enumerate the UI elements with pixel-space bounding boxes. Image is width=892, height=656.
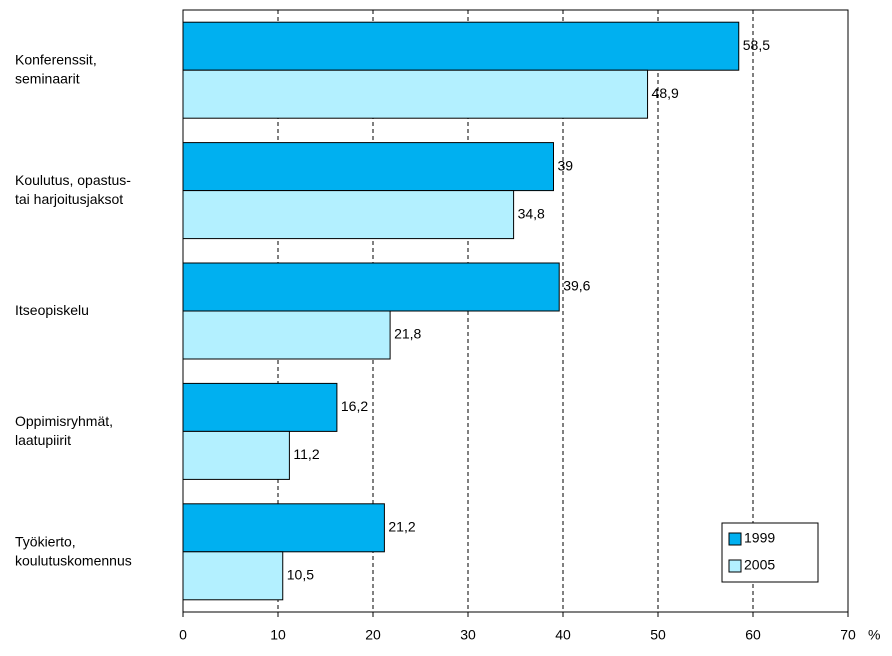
value-label: 21,2 bbox=[388, 519, 415, 535]
x-tick-label: 30 bbox=[460, 627, 476, 643]
legend-swatch bbox=[728, 559, 742, 573]
bar bbox=[182, 262, 560, 312]
label-line: Koulutus, opastus- bbox=[15, 172, 131, 188]
label-line: tai harjoitusjaksot bbox=[15, 191, 123, 207]
x-tick-label: 60 bbox=[745, 627, 761, 643]
y-tick-label: Koulutus, opastus-tai harjoitusjaksot bbox=[15, 172, 131, 207]
bar bbox=[182, 190, 515, 240]
label-line: koulutuskomennus bbox=[15, 552, 132, 568]
y-tick-label: Itseopiskelu bbox=[15, 302, 89, 318]
label-line: Konferenssit, bbox=[15, 51, 97, 67]
bar bbox=[182, 142, 554, 192]
value-label: 39,6 bbox=[563, 278, 590, 294]
bar bbox=[182, 430, 290, 480]
label-line: Oppimisryhmät, bbox=[15, 413, 113, 429]
label-line: seminaarit bbox=[15, 70, 80, 86]
legend-label: 2005 bbox=[744, 557, 775, 573]
label-line: laatupiirit bbox=[15, 432, 71, 448]
value-label: 39 bbox=[558, 157, 574, 173]
bar bbox=[182, 69, 649, 119]
value-label: 11,2 bbox=[293, 446, 319, 462]
legend-swatch bbox=[728, 532, 742, 546]
value-label: 16,2 bbox=[341, 398, 368, 414]
x-tick-label: 40 bbox=[555, 627, 571, 643]
x-tick-label: 20 bbox=[365, 627, 381, 643]
bar bbox=[182, 551, 284, 601]
bar bbox=[182, 21, 740, 71]
x-unit: % bbox=[868, 627, 880, 643]
bar bbox=[182, 503, 385, 553]
x-tick-label: 0 bbox=[179, 627, 187, 643]
label-line: Itseopiskelu bbox=[15, 302, 89, 318]
value-label: 34,8 bbox=[518, 205, 545, 221]
value-label: 58,5 bbox=[743, 37, 770, 53]
x-tick-label: 70 bbox=[840, 627, 856, 643]
legend-label: 1999 bbox=[744, 530, 775, 546]
y-tick-label: Konferenssit, seminaarit bbox=[15, 51, 97, 86]
value-label: 10,5 bbox=[287, 567, 314, 583]
x-tick-label: 50 bbox=[650, 627, 666, 643]
y-tick-label: Työkierto, koulutuskomennus bbox=[15, 533, 132, 568]
value-label: 21,8 bbox=[394, 326, 421, 342]
bar bbox=[182, 382, 338, 432]
label-line: Työkierto, bbox=[15, 533, 76, 549]
value-label: 48,9 bbox=[652, 85, 679, 101]
y-tick-label: Oppimisryhmät, laatupiirit bbox=[15, 413, 113, 448]
plot-border bbox=[182, 9, 849, 613]
x-tick-label: 10 bbox=[270, 627, 286, 643]
bar bbox=[182, 310, 391, 360]
